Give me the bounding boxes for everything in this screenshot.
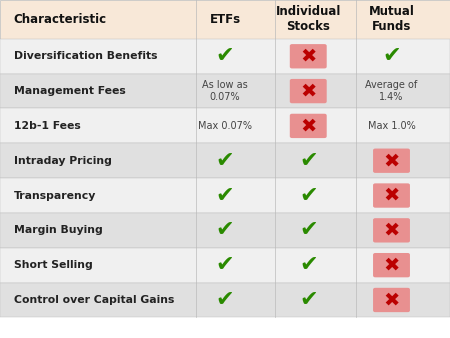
Text: Max 0.07%: Max 0.07% [198, 121, 252, 131]
FancyBboxPatch shape [0, 39, 450, 74]
FancyBboxPatch shape [373, 183, 410, 208]
Text: Margin Buying: Margin Buying [14, 225, 102, 235]
FancyBboxPatch shape [0, 143, 450, 178]
FancyBboxPatch shape [0, 74, 450, 108]
FancyBboxPatch shape [0, 0, 450, 39]
Text: ✔: ✔ [299, 186, 318, 206]
Text: Short Selling: Short Selling [14, 260, 92, 270]
Text: ✔: ✔ [216, 255, 234, 275]
FancyBboxPatch shape [0, 178, 450, 213]
Text: Average of
1.4%: Average of 1.4% [365, 80, 418, 102]
Text: ✔: ✔ [299, 151, 318, 171]
Text: ✖: ✖ [383, 221, 400, 240]
Text: Mutual
Funds: Mutual Funds [369, 5, 414, 33]
Text: Max 1.0%: Max 1.0% [368, 121, 415, 131]
FancyBboxPatch shape [290, 44, 327, 68]
Text: ✔: ✔ [216, 290, 234, 310]
Text: ✔: ✔ [299, 255, 318, 275]
Text: ✖: ✖ [383, 151, 400, 170]
Text: Diversification Benefits: Diversification Benefits [14, 51, 157, 61]
FancyBboxPatch shape [373, 218, 410, 243]
FancyBboxPatch shape [373, 288, 410, 312]
FancyBboxPatch shape [0, 248, 450, 283]
Text: Transparency: Transparency [14, 191, 96, 200]
Text: Intraday Pricing: Intraday Pricing [14, 156, 112, 166]
Text: ✖: ✖ [383, 186, 400, 205]
Text: ✔: ✔ [216, 151, 234, 171]
Text: ✖: ✖ [383, 290, 400, 310]
FancyBboxPatch shape [290, 79, 327, 103]
FancyBboxPatch shape [0, 108, 450, 143]
Text: ✖: ✖ [383, 256, 400, 275]
FancyBboxPatch shape [0, 283, 450, 317]
Text: ✖: ✖ [300, 81, 316, 101]
Text: 12b-1 Fees: 12b-1 Fees [14, 121, 80, 131]
Text: Control over Capital Gains: Control over Capital Gains [14, 295, 174, 305]
FancyBboxPatch shape [290, 114, 327, 138]
Text: ✔: ✔ [216, 46, 234, 66]
Text: Management Fees: Management Fees [14, 86, 125, 96]
Text: ✔: ✔ [216, 186, 234, 206]
Text: ETFs: ETFs [209, 13, 241, 26]
FancyBboxPatch shape [0, 213, 450, 248]
Text: ✔: ✔ [299, 290, 318, 310]
Text: ✖: ✖ [300, 47, 316, 66]
Text: As low as
0.07%: As low as 0.07% [202, 80, 248, 102]
FancyBboxPatch shape [373, 149, 410, 173]
Text: ✔: ✔ [216, 220, 234, 240]
Text: Characteristic: Characteristic [14, 13, 107, 26]
Text: ✔: ✔ [299, 220, 318, 240]
Text: Individual
Stocks: Individual Stocks [275, 5, 341, 33]
Text: ✔: ✔ [382, 46, 401, 66]
FancyBboxPatch shape [373, 253, 410, 277]
Text: ✖: ✖ [300, 116, 316, 136]
